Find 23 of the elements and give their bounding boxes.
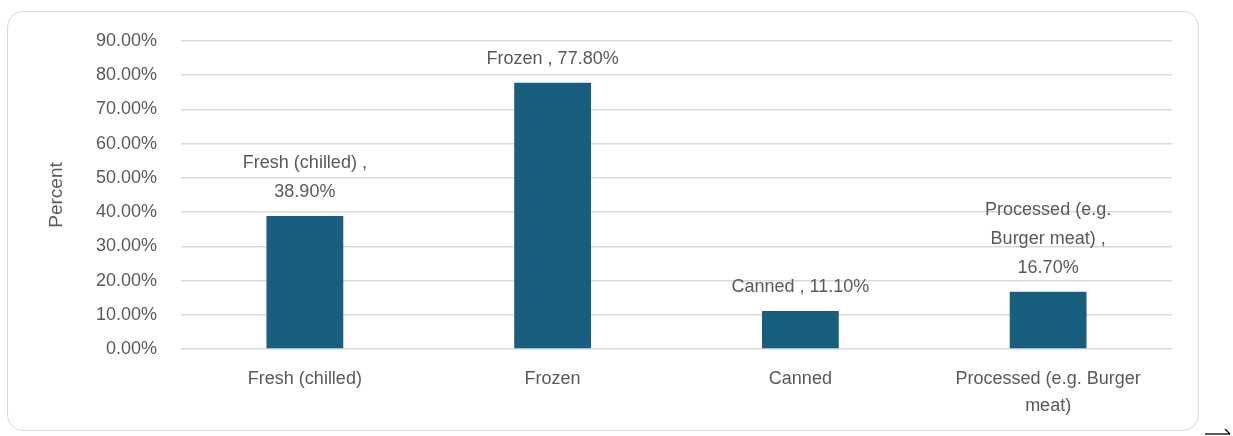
bar [761,311,839,349]
data-label: Frozen , 77.80% [486,47,619,68]
bar [514,82,592,349]
y-tick-label: 10.00% [95,303,157,324]
data-label: Processed (e.g. Burger meat) , 16.70% [985,198,1112,277]
y-tick-label: 50.00% [95,166,157,187]
y-tick-label: 30.00% [95,235,157,256]
y-tick-label: 90.00% [95,29,157,50]
y-tick-label: 20.00% [95,269,157,290]
bar [1009,291,1087,349]
y-tick-label: 80.00% [95,64,157,85]
y-tick-label: 0.00% [105,337,157,358]
x-tick-label: Canned [768,368,832,389]
x-tick-label: Frozen [524,368,581,389]
x-tick-label: Fresh (chilled) [247,368,362,389]
data-label: Canned , 11.10% [731,276,870,297]
y-tick-label: 60.00% [95,132,157,153]
bar [266,215,344,349]
y-tick-label: 70.00% [95,98,157,119]
data-label: Fresh (chilled) , 38.90% [242,151,367,201]
y-tick-label: 40.00% [95,201,157,222]
x-tick-label: Processed (e.g. Burger meat) [955,368,1141,416]
y-axis-title: Percent [44,161,66,228]
